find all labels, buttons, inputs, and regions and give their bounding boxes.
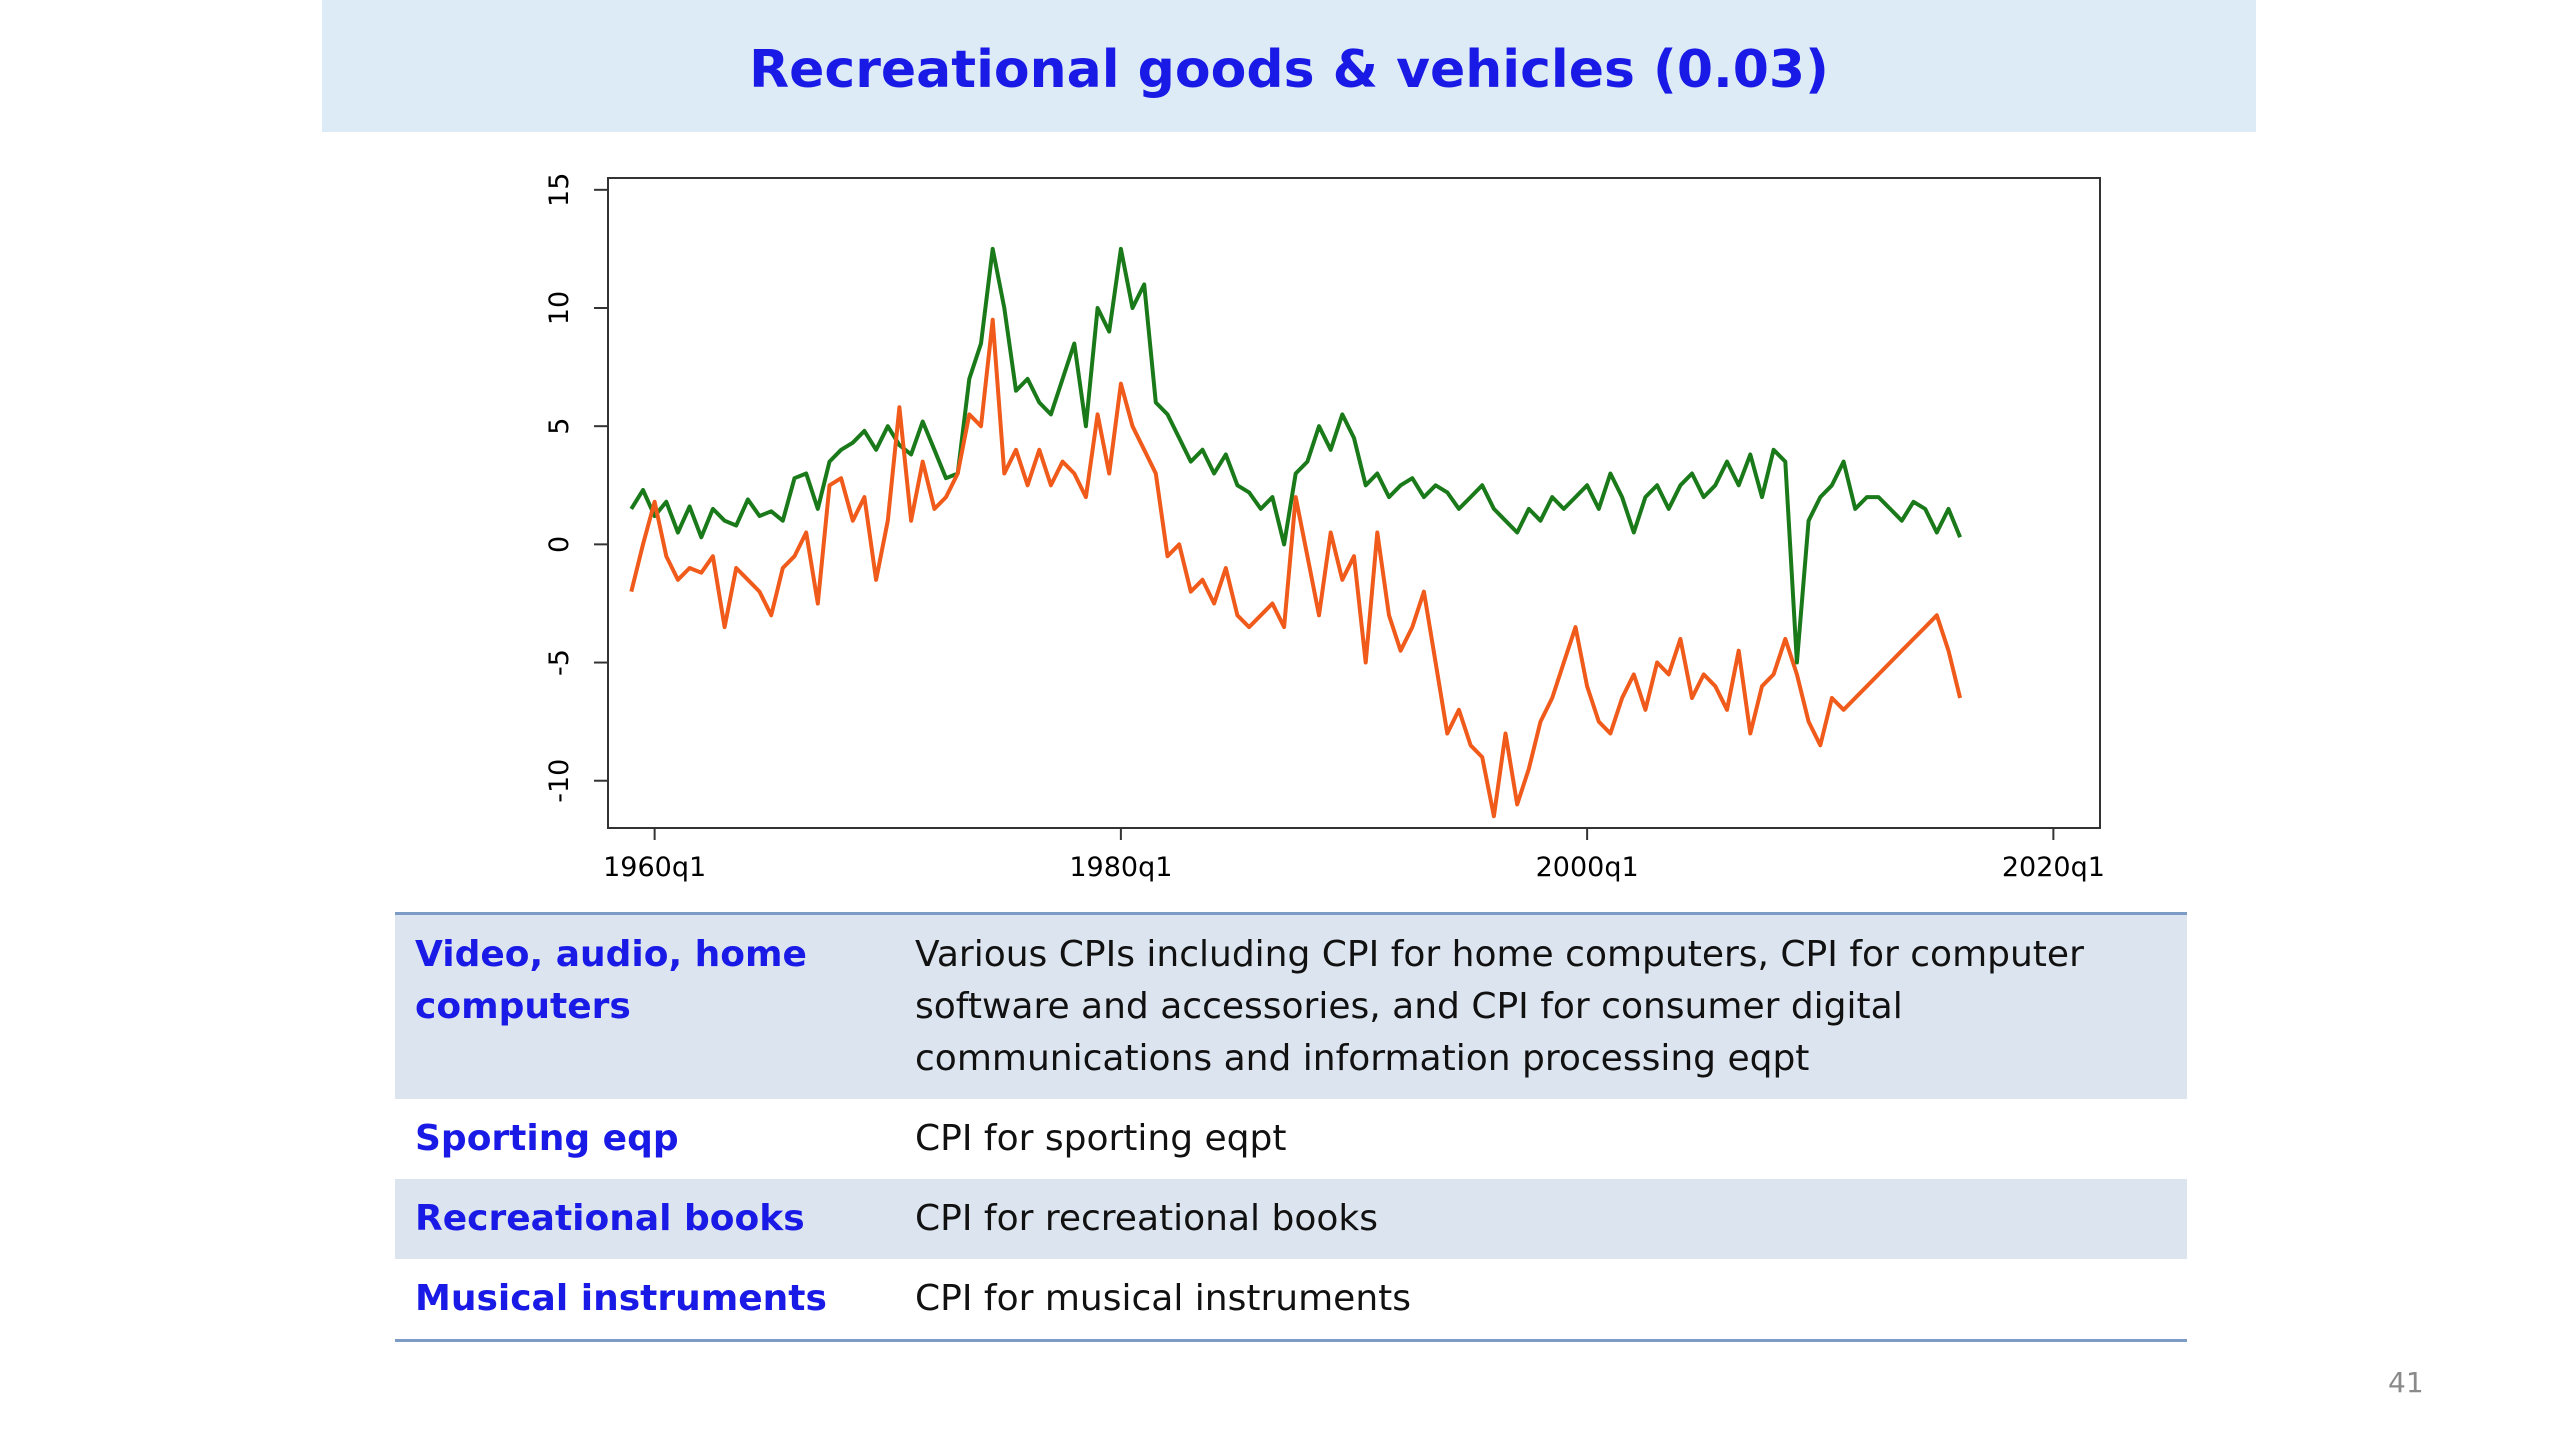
row-description: CPI for recreational books	[895, 1179, 2187, 1259]
row-label: Recreational books	[395, 1179, 895, 1259]
plot-frame	[607, 177, 2101, 829]
series-line-2	[629, 317, 1963, 819]
x-tick-label: 1960q1	[603, 852, 706, 883]
y-tick-label: 15	[544, 173, 575, 207]
x-tick-label: 1980q1	[1069, 852, 1172, 883]
title-band: Recreational goods & vehicles (0.03)	[322, 0, 2256, 132]
x-tick-label: 2020q1	[2002, 852, 2105, 883]
table-row: Video, audio, home computers Various CPI…	[395, 913, 2187, 1099]
x-tick-label: 2000q1	[1536, 852, 1639, 883]
line-chart: 1960q1 1980q1 2000q1 2020q1 -10 -5 0 5 10 15	[544, 173, 2105, 883]
table-row: Musical instruments CPI for musical inst…	[395, 1259, 2187, 1341]
y-tick-label: -5	[544, 649, 575, 676]
category-table: Video, audio, home computers Various CPI…	[395, 912, 2187, 1342]
row-description: CPI for sporting eqpt	[915, 1118, 1287, 1159]
table-row: Sporting eqp CPI for sporting eqpt	[395, 1099, 2187, 1179]
y-tick-label: 5	[544, 418, 575, 435]
row-label: Sporting eqp	[415, 1118, 679, 1159]
row-label: Musical instruments	[415, 1278, 827, 1319]
page-number: 41	[2388, 1366, 2424, 1399]
row-description: Various CPIs including CPI for home comp…	[895, 913, 2187, 1099]
series-line-1	[629, 246, 1962, 665]
slide-title: Recreational goods & vehicles (0.03)	[749, 40, 1829, 100]
y-tick-label: 10	[544, 291, 575, 325]
table-row: Recreational books CPI for recreational …	[395, 1179, 2187, 1259]
row-description: CPI for musical instruments	[915, 1278, 1412, 1319]
y-tick-label: 0	[544, 536, 575, 553]
row-label: Video, audio, home computers	[395, 913, 895, 1099]
y-tick-label: -10	[544, 759, 575, 803]
chart-container: 1960q1 1980q1 2000q1 2020q1 -10 -5 0 5 10 15	[430, 160, 2200, 900]
